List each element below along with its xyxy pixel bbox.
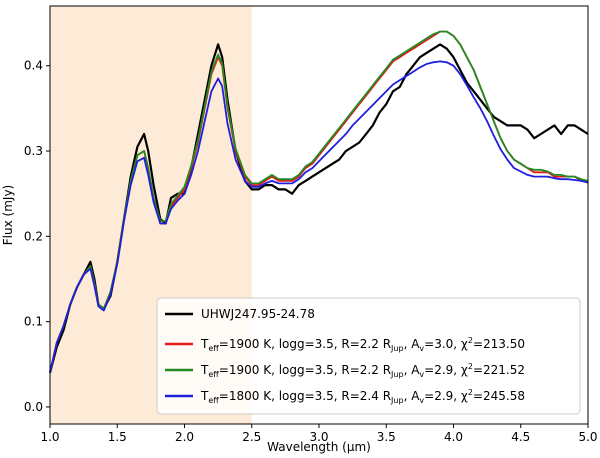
x-tick-label: 2.0 — [175, 430, 194, 444]
series-line-observed — [48, 43, 589, 374]
y-axis: 0.0 0.1 0.2 0.3 0.4 — [24, 59, 50, 414]
x-tick-label: 4.5 — [511, 430, 530, 444]
series-line-model-2 — [49, 30, 589, 373]
y-tick-label: 0.3 — [24, 144, 43, 158]
y-tick-label: 0.4 — [24, 59, 43, 73]
x-tick-label: 4.0 — [444, 430, 463, 444]
legend-entry-model-2: Teff=1900 K, logg=3.5, R=2.2 RJup, Av=2.… — [200, 362, 525, 379]
legend: UHWJ247.95-24.78 Teff=1900 K, logg=3.5, … — [156, 297, 581, 415]
y-tick-label: 0.0 — [24, 400, 43, 414]
legend-entry-model-3: Teff=1800 K, logg=3.5, R=2.4 RJup, Av=2.… — [200, 388, 525, 405]
x-tick-label: 3.5 — [377, 430, 396, 444]
x-tick-label: 1.0 — [40, 430, 59, 444]
x-tick-label: 3.0 — [309, 430, 328, 444]
y-tick-label: 0.2 — [24, 229, 43, 243]
x-tick-label: 1.5 — [108, 430, 127, 444]
legend-box — [156, 297, 581, 415]
x-axis: 1.0 1.5 2.0 2.5 3.0 3.5 4.0 4.5 5.0 — [40, 424, 598, 444]
y-tick-label: 0.1 — [24, 315, 43, 329]
series-layer — [48, 30, 589, 374]
series-line-model-3 — [49, 60, 589, 373]
legend-entry-model-1: Teff=1900 K, logg=3.5, R=2.2 RJup, Av=3.… — [200, 336, 525, 353]
y-axis-label: Flux (mJy) — [1, 185, 15, 245]
legend-entry-observed: UHWJ247.95-24.78 — [201, 307, 315, 321]
x-tick-label: 2.5 — [242, 430, 261, 444]
x-tick-label: 5.0 — [578, 430, 597, 444]
x-axis-label: Wavelength (μm) — [267, 440, 371, 454]
